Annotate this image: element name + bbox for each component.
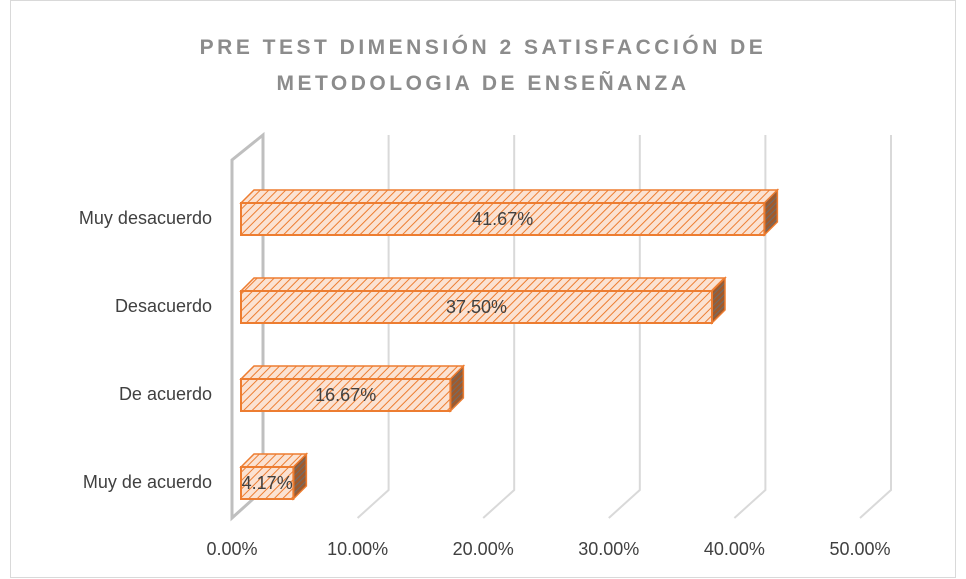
bar bbox=[240, 378, 452, 412]
category-label: Desacuerdo bbox=[115, 296, 212, 316]
bar bbox=[240, 290, 713, 324]
x-tick-label: 10.00% bbox=[327, 539, 388, 559]
data-label: 16.67% bbox=[315, 385, 376, 405]
bar-top bbox=[239, 277, 727, 292]
data-label: 41.67% bbox=[472, 209, 533, 229]
grid-line bbox=[733, 135, 767, 519]
data-label: 4.17% bbox=[242, 473, 293, 493]
bar-top bbox=[239, 189, 780, 204]
x-tick-label: 30.00% bbox=[578, 539, 639, 559]
data-label: 37.50% bbox=[446, 297, 507, 317]
grid-line bbox=[356, 135, 390, 519]
bar bbox=[240, 466, 295, 500]
bar-top bbox=[239, 365, 466, 380]
x-tick-label: 20.00% bbox=[453, 539, 514, 559]
x-tick-label: 0.00% bbox=[206, 539, 257, 559]
chart-title: PRE TEST DIMENSIÓN 2 SATISFACCIÓN DE MET… bbox=[199, 36, 767, 95]
x-tick-label: 40.00% bbox=[704, 539, 765, 559]
grid-line bbox=[482, 135, 516, 519]
bar bbox=[240, 202, 766, 236]
category-label: De acuerdo bbox=[119, 384, 212, 404]
grid-line bbox=[859, 135, 892, 519]
grid-line bbox=[608, 135, 641, 519]
category-label: Muy de acuerdo bbox=[83, 472, 212, 492]
category-label: Muy desacuerdo bbox=[79, 208, 212, 228]
x-tick-label: 50.00% bbox=[829, 539, 890, 559]
